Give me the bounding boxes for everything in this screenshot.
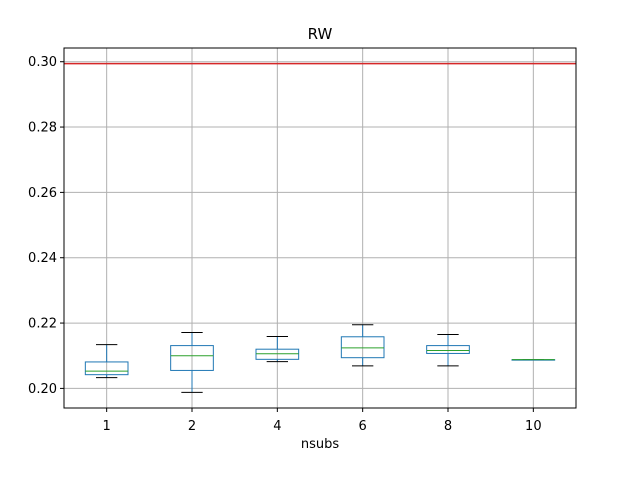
box-iqr	[84, 361, 129, 376]
boxes-layer	[84, 324, 556, 393]
x-tick-label: 10	[525, 419, 542, 434]
box-iqr	[340, 336, 385, 359]
y-tick-label: 0.28	[28, 121, 57, 136]
y-tick-label: 0.24	[28, 251, 57, 266]
box-plot-6	[340, 324, 385, 367]
box-iqr	[170, 345, 214, 371]
chart-title: RW	[308, 25, 333, 43]
box-plot-10	[511, 359, 556, 361]
box-plot-4	[255, 335, 300, 363]
x-axis-title: nsubs	[301, 437, 340, 452]
y-tick-label: 0.22	[28, 317, 57, 332]
box-plot-8	[426, 333, 470, 367]
plot-area-frame	[63, 47, 577, 409]
x-tick-label: 1	[103, 419, 111, 434]
x-tick-label: 4	[273, 419, 281, 434]
box-plot-1	[84, 344, 129, 379]
x-tick-label: 2	[188, 419, 196, 434]
x-tick-label: 6	[359, 419, 367, 434]
y-tick-label: 0.26	[28, 186, 57, 201]
y-tick-label: 0.30	[28, 55, 57, 70]
box-iqr	[426, 345, 470, 354]
x-tick-label: 8	[444, 419, 452, 434]
box-plot-2	[170, 332, 214, 393]
ticks-layer: 0.20 0.22 0.24 0.26 0.28 0.30 1 2 4 6 8 10	[28, 55, 542, 434]
y-tick-label: 0.20	[28, 382, 57, 397]
